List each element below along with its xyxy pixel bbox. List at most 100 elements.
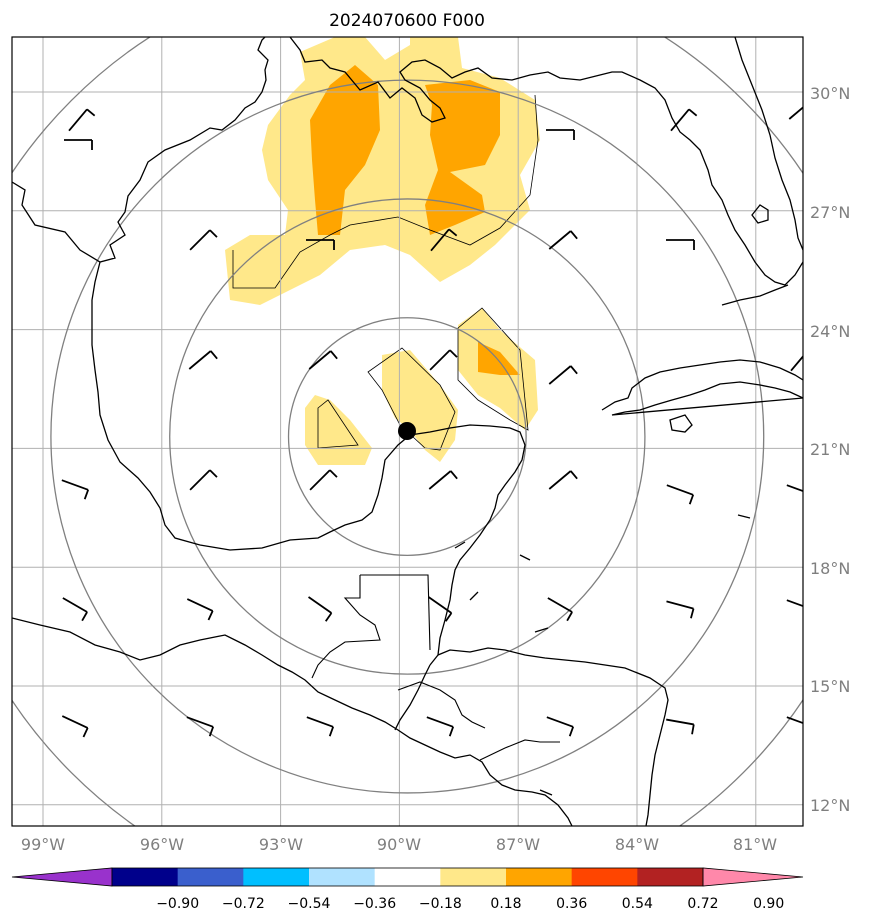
storm-center-marker [398,422,416,440]
colorbar-tick-label: 0.36 [556,896,587,912]
colorbar-cell [112,868,179,886]
colorbar-tick-label: 0.72 [687,896,718,912]
coastlines [12,37,803,826]
map-title: 2024070600 F000 [329,11,485,31]
colorbar-extend-high [702,867,804,887]
wind-barb [788,100,803,120]
contour-line-center [367,347,456,451]
wind-barb [429,349,458,371]
wind-barb [306,239,335,250]
wind-barb [428,596,453,622]
wind-barb [64,139,93,150]
wind-barb [786,484,803,496]
wind-barb [188,350,218,370]
range-ring [50,79,765,794]
wind-barb [309,469,338,491]
wind-barb [189,229,218,251]
colorbar: −0.90 −0.72 −0.54 −0.36 −0.18 0.18 0.36 0.54 0.7… [11,867,804,912]
range-ring [169,198,646,675]
colorbar-extend-low [11,867,113,887]
wind-barb [68,108,96,132]
wind-barb [61,715,89,738]
colorbar-cell [506,868,573,886]
isla-juventud [669,414,693,433]
colorbar-cells [11,867,804,887]
lat-label-24: 24°N [810,322,850,341]
wind-barb [670,108,698,132]
wind-barb [546,716,575,737]
colorbar-cell [374,868,441,886]
colorbar-tick-label: −0.36 [353,896,396,912]
filled-contours [225,37,540,465]
lon-label-84: 84°W [615,835,659,854]
wind-barb [790,348,803,372]
range-ring [287,317,527,557]
lat-label-18: 18°N [810,559,850,578]
lon-label-93: 93°W [259,835,303,854]
colorbar-tick-label: 0.54 [622,896,653,912]
colorbar-tick-label: −0.18 [419,896,462,912]
lon-label-90: 90°W [377,835,421,854]
florida-keys [721,284,789,306]
map-frame [11,36,804,827]
colorbar-cell [571,868,638,886]
colorbar-tick-label: 0.18 [490,896,521,912]
latitude-labels: 30°N 27°N 24°N 21°N 18°N 15°N 12°N [810,84,850,815]
lat-label-15: 15°N [810,677,850,696]
wind-barb [308,350,338,370]
lon-label-99: 99°W [21,835,65,854]
contour-region-north-orange-west [310,65,380,235]
wind-barb [186,598,214,621]
lon-label-81: 81°W [733,835,777,854]
contour-line-west [317,399,359,449]
coastline-belize [394,664,431,731]
border-central-america [397,681,560,761]
coastline-mexico-gulf [91,261,526,666]
wind-barb [547,597,573,622]
coastline-us-gulf [12,37,803,286]
colorbar-tick-label: −0.54 [288,896,331,912]
lon-label-96: 96°W [140,835,184,854]
lat-label-30: 30°N [810,84,850,103]
lat-label-12: 12°N [810,796,850,815]
colorbar-tick-label: −0.72 [222,896,265,912]
wind-barb [666,600,695,619]
colorbar-cell [243,868,310,886]
coastline-cuba [601,359,803,416]
contour-region-center [382,350,458,462]
wind-barb [666,239,695,250]
lon-label-87: 87°W [496,835,540,854]
colorbar-tick-label: 0.90 [753,896,784,912]
colorbar-cell [440,868,507,886]
border-guatemala [311,574,431,679]
wind-barb [189,469,218,491]
wind-barb [186,716,215,737]
coastline-florida-east [734,37,803,251]
coastline-honduras [437,647,669,826]
wind-barb [308,596,333,622]
wind-barb [430,228,458,252]
wind-barb [306,716,335,737]
wind-barb [548,230,578,250]
wind-barb [428,470,458,490]
colorbar-tick-label: −0.90 [156,896,199,912]
colorbar-cell [637,868,704,886]
coastline-islands [454,514,751,796]
lat-label-27: 27°N [810,203,850,222]
wind-barb [666,718,695,735]
wind-barb [548,470,578,490]
lat-label-21: 21°N [810,440,850,459]
wind-barb [786,716,803,728]
contour-line-east [457,307,529,431]
wind-barb [546,129,575,140]
wind-barb [426,716,455,737]
contour-line-north [232,94,539,289]
wind-barb [548,365,578,385]
lake-okeechobee [751,204,769,224]
coastline-pacific [12,617,573,826]
wind-barb [666,484,695,505]
wind-barbs [61,100,803,738]
